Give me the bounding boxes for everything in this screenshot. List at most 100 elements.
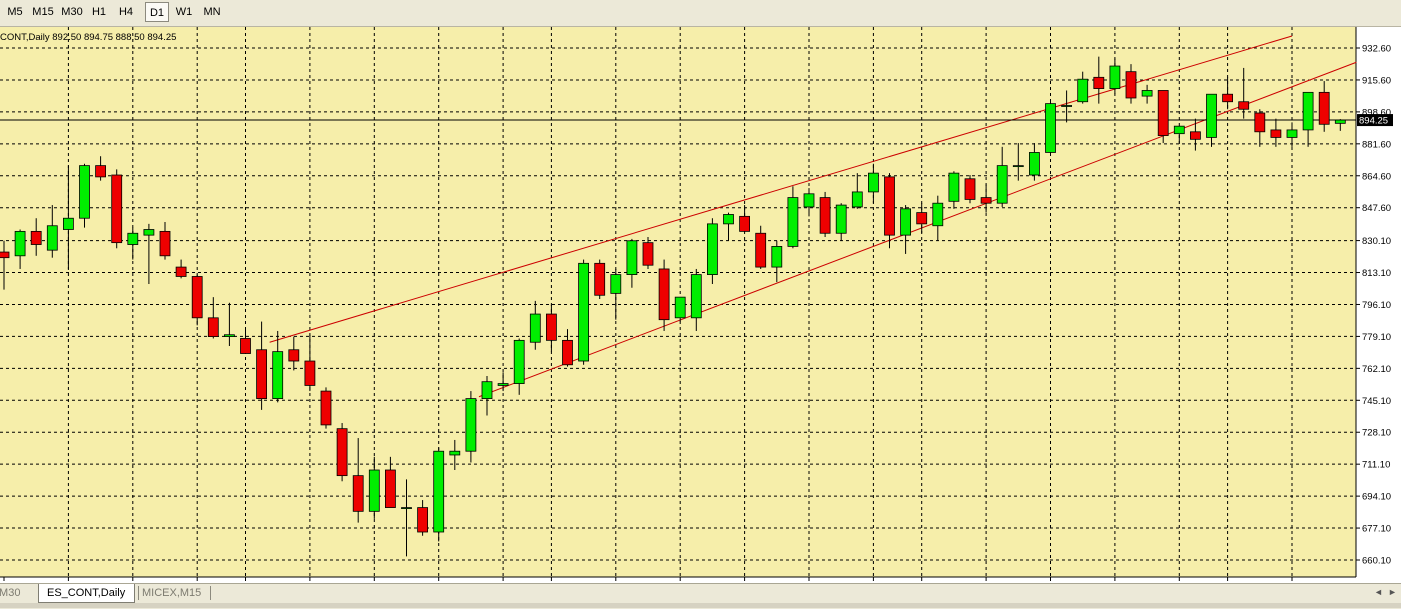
y-tick-label: 881.60 [1362, 139, 1391, 150]
bear-candle [95, 165, 106, 178]
bull-candle [1302, 91, 1314, 131]
y-tick-label: 745.10 [1362, 396, 1391, 407]
bull-candle [529, 313, 541, 343]
timeframe-button-h4[interactable]: H4 [118, 6, 134, 18]
y-tick-label: 677.10 [1362, 524, 1391, 535]
bear-candle [1238, 101, 1250, 110]
chart-area[interactable]: 660.10 677.10 694.10 711.10 728.10 745.10 762.… [0, 27, 1401, 583]
bull-candle [1029, 152, 1040, 176]
bull-candle [900, 208, 911, 236]
scroll-right-icon[interactable]: ► [1388, 587, 1397, 597]
bull-candle [14, 230, 26, 257]
timeframe-button-d1[interactable]: D1 [145, 2, 169, 22]
bear-candle [304, 360, 316, 386]
bull-candle [272, 351, 284, 400]
bear-candle [546, 313, 557, 341]
y-tick-label: 728.10 [1362, 428, 1391, 439]
bear-candle [739, 215, 750, 232]
timeframe-button-w1[interactable]: W1 [175, 6, 193, 18]
y-tick-label: 694.10 [1362, 492, 1391, 503]
bull-candle [513, 339, 525, 384]
bull-candle [1012, 165, 1024, 168]
bull-candle [127, 232, 139, 245]
tab-separator [138, 586, 139, 600]
y-tick-label: 915.60 [1362, 75, 1391, 86]
bear-candle [256, 349, 268, 400]
timeframe-button-m15[interactable]: M15 [32, 6, 54, 18]
bear-candle [384, 469, 396, 508]
bear-candle [336, 428, 348, 477]
bull-candle [803, 193, 815, 208]
y-tick-label: 660.10 [1362, 556, 1391, 567]
bear-candle [159, 230, 171, 257]
bear-candle [964, 178, 976, 200]
bull-candle [46, 225, 58, 251]
bear-candle [0, 251, 10, 259]
bull-candle [143, 229, 155, 236]
timeframe-button-mn[interactable]: MN [203, 6, 221, 18]
timeframe-button-m5[interactable]: M5 [7, 6, 23, 18]
bear-candle [320, 390, 332, 426]
y-tick-label: 864.60 [1362, 171, 1391, 182]
bull-candle [1077, 78, 1089, 103]
bull-candle [1045, 103, 1056, 153]
bear-candle [191, 276, 203, 319]
bull-candle [223, 334, 235, 337]
bear-candle [1254, 112, 1266, 133]
bull-candle [497, 383, 509, 386]
bull-candle [1334, 119, 1346, 124]
bear-candle [417, 507, 429, 533]
bull-candle [63, 217, 74, 230]
bull-candle [868, 172, 879, 193]
chart-tab[interactable]: MICEX,M15 [142, 587, 202, 599]
y-tick-label: 847.60 [1362, 203, 1391, 214]
bull-candle [1173, 125, 1185, 135]
bull-candle [707, 223, 718, 275]
bear-candle [1318, 91, 1330, 125]
bear-candle [288, 349, 300, 362]
y-tick-label: 830.10 [1362, 236, 1391, 247]
y-tick-label: 711.10 [1362, 460, 1390, 471]
bull-candle [481, 381, 493, 400]
bull-candle [465, 398, 477, 452]
y-tick-label: 932.60 [1362, 44, 1391, 55]
bear-candle [1125, 71, 1137, 99]
bull-candle [1061, 105, 1072, 107]
bull-candle [626, 240, 638, 275]
chart-tab[interactable]: .M30 [0, 587, 21, 599]
bull-candle [723, 214, 734, 225]
bull-candle [578, 262, 589, 362]
bull-candle [79, 165, 90, 219]
bear-candle [207, 317, 219, 337]
bear-candle [1093, 76, 1105, 89]
bear-candle [1157, 90, 1169, 136]
bear-candle [111, 174, 123, 244]
timeframe-toolbar: M5 M15 M30 H1 H4 D1 W1 MN [0, 0, 1401, 27]
bear-candle [30, 230, 42, 245]
status-strip [0, 603, 1401, 608]
bear-candle [916, 212, 928, 225]
bear-candle [1222, 93, 1233, 103]
timeframe-button-h1[interactable]: H1 [91, 6, 107, 18]
bull-candle [690, 274, 702, 319]
timeframe-button-m30[interactable]: M30 [61, 6, 83, 18]
y-tick-label: 779.10 [1362, 332, 1391, 343]
chart-tab[interactable]: ES_CONT,Daily [38, 584, 135, 603]
bear-candle [884, 176, 895, 236]
current-price-label: 894.25 [1359, 116, 1388, 127]
channel-line [269, 35, 1293, 343]
bear-candle [658, 268, 670, 321]
bull-candle [368, 469, 380, 512]
candlestick-chart[interactable]: 660.10 677.10 694.10 711.10 728.10 745.10 762.… [0, 27, 1401, 583]
bull-candle [674, 296, 686, 319]
bull-candle [1109, 65, 1121, 89]
bull-candle [787, 197, 799, 247]
bear-candle [594, 262, 606, 296]
bull-candle [401, 507, 412, 509]
bull-candle [851, 191, 863, 208]
scroll-left-icon[interactable]: ◄ [1374, 587, 1383, 597]
bear-candle [642, 242, 654, 266]
bear-candle [175, 266, 187, 277]
current-price-box [1357, 114, 1393, 127]
bear-candle [755, 232, 767, 268]
